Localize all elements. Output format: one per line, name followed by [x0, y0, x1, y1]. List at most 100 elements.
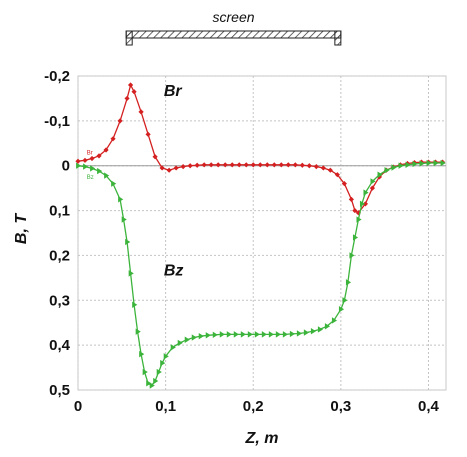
data-point — [331, 317, 338, 324]
data-point — [160, 359, 166, 367]
data-point — [135, 328, 141, 335]
labels: Z, m B, T Br Bz Br Bz — [13, 83, 278, 447]
data-point — [317, 326, 324, 333]
data-point — [201, 162, 207, 168]
data-point — [254, 331, 260, 338]
data-point — [433, 159, 439, 167]
data-point — [440, 159, 446, 167]
y-tick-label: 0 — [62, 158, 70, 175]
screen-indicator: screen — [125, 9, 342, 46]
data-point — [299, 162, 305, 168]
data-point — [278, 162, 284, 168]
y-tick-label: 0,2 — [49, 247, 70, 264]
data-point — [369, 185, 375, 191]
data-point — [222, 162, 228, 168]
data-point — [370, 178, 376, 185]
data-point — [170, 344, 176, 351]
data-point — [391, 164, 397, 171]
data-point — [156, 368, 162, 376]
data-point — [132, 301, 138, 308]
y-tick-label: 0,5 — [49, 382, 70, 399]
y-axis-label: B, T — [13, 213, 30, 244]
data-point — [261, 331, 267, 338]
plot-area — [77, 75, 447, 391]
data-point — [89, 155, 95, 162]
data-point — [131, 89, 137, 95]
data-point — [271, 162, 277, 168]
data-point — [334, 172, 340, 178]
data-point — [117, 118, 123, 124]
y-tick-label: -0,1 — [44, 113, 70, 130]
x-tick-label: 0,1 — [155, 398, 176, 415]
data-point — [419, 160, 425, 167]
y-tick-label: 0,4 — [49, 337, 71, 354]
data-point — [327, 167, 333, 173]
data-point — [152, 154, 158, 160]
data-point — [342, 297, 348, 304]
series-bz — [76, 159, 446, 389]
data-point — [177, 339, 183, 347]
annotation-br: Br — [164, 83, 183, 100]
data-point — [264, 162, 270, 168]
y-tick-label: -0,2 — [44, 68, 70, 85]
data-point — [142, 368, 148, 376]
data-point — [146, 380, 152, 387]
data-point — [377, 171, 383, 178]
data-point — [215, 162, 221, 168]
data-point — [205, 332, 211, 339]
data-point — [233, 331, 239, 338]
data-point — [345, 279, 352, 286]
data-point — [320, 165, 326, 171]
data-point — [426, 159, 432, 167]
data-point — [363, 189, 369, 196]
data-point — [212, 331, 218, 339]
y-tick-label: 0,3 — [49, 292, 70, 309]
data-point — [208, 162, 214, 168]
data-point — [275, 331, 281, 338]
data-point — [180, 164, 186, 170]
data-point — [163, 353, 169, 360]
data-point — [289, 330, 295, 338]
data-point — [187, 163, 193, 169]
data-point — [412, 160, 418, 168]
data-point — [153, 377, 159, 385]
data-point — [139, 350, 145, 358]
data-point — [313, 164, 319, 170]
data-point — [236, 162, 242, 168]
data-point — [90, 165, 96, 172]
screen-label: screen — [213, 9, 255, 25]
data-point — [110, 136, 116, 142]
x-tick-label: 0,3 — [330, 398, 351, 415]
data-point — [138, 109, 144, 115]
data-point — [398, 162, 404, 169]
data-point — [145, 131, 151, 137]
data-point — [352, 234, 359, 241]
data-point — [83, 163, 89, 170]
screen-bar — [125, 30, 342, 39]
data-point — [348, 196, 354, 202]
data-point — [104, 172, 110, 179]
data-point — [198, 332, 204, 340]
data-point — [292, 162, 298, 168]
tiny-label-br: Br — [87, 151, 93, 157]
data-point — [359, 200, 366, 208]
data-point — [111, 180, 117, 187]
data-point — [376, 174, 383, 180]
tiny-label-bz: Bz — [87, 175, 94, 181]
data-point — [349, 252, 355, 259]
x-tick-label: 0,2 — [243, 398, 264, 415]
data-point — [303, 329, 310, 336]
data-point — [184, 336, 190, 343]
data-point — [362, 201, 368, 207]
data-point — [159, 165, 165, 171]
data-point — [296, 330, 302, 337]
data-point — [166, 167, 172, 173]
data-point — [127, 82, 134, 88]
data-point — [128, 270, 134, 277]
data-point — [384, 167, 390, 174]
data-point — [103, 147, 109, 153]
data-point — [282, 331, 288, 338]
data-point — [125, 238, 131, 246]
data-point — [338, 306, 345, 313]
